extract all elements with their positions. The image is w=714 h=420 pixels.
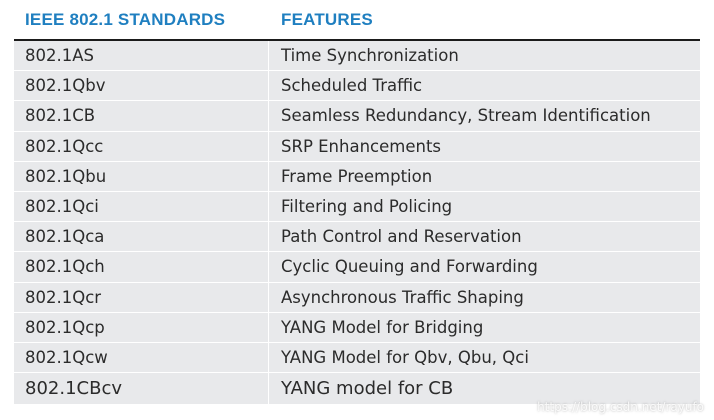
standard-cell: 802.1Qci xyxy=(14,191,269,222)
standard-cell: 802.1CBcv xyxy=(14,373,269,405)
standard-cell: 802.1CB xyxy=(14,101,269,131)
standard-cell: 802.1AS xyxy=(14,41,269,71)
feature-cell: Filtering and Policing xyxy=(281,197,453,217)
table-row: 802.1CB Seamless Redundancy, Stream Iden… xyxy=(14,101,700,132)
standard-cell: 802.1Qbu xyxy=(14,161,269,191)
standard-cell: 802.1Qch xyxy=(14,252,269,282)
feature-cell: Path Control and Reservation xyxy=(281,227,522,247)
watermark-text: https://blog.csdn.net/rayufo xyxy=(537,400,704,414)
feature-cell: Seamless Redundancy, Stream Identificati… xyxy=(281,106,651,126)
feature-cell: SRP Enhancements xyxy=(281,136,442,156)
standard-cell: 802.1Qcr xyxy=(14,282,269,312)
standards-table: IEEE 802.1 STANDARDS FEATURES 802.1AS Ti… xyxy=(14,0,700,406)
table-row: 802.1Qcr Asynchronous Traffic Shaping xyxy=(14,282,700,313)
table-row: 802.1AS Time Synchronization xyxy=(14,41,700,72)
feature-cell: Scheduled Traffic xyxy=(281,76,423,96)
table-row: 802.1Qbv Scheduled Traffic xyxy=(14,71,700,102)
table-row: 802.1CBcv YANG model for CB xyxy=(14,373,700,406)
table-header: IEEE 802.1 STANDARDS FEATURES xyxy=(14,0,700,41)
feature-cell: YANG model for CB xyxy=(281,378,454,400)
header-features: FEATURES xyxy=(281,9,373,29)
header-standards: IEEE 802.1 STANDARDS xyxy=(25,9,226,29)
table-row: 802.1Qci Filtering and Policing xyxy=(14,191,700,223)
table-row: 802.1Qch Cyclic Queuing and Forwarding xyxy=(14,252,700,283)
standard-cell: 802.1Qcw xyxy=(14,342,269,373)
standard-cell: 802.1Qcc xyxy=(14,131,269,161)
table-row: 802.1Qcc SRP Enhancements xyxy=(14,131,700,162)
feature-cell: Asynchronous Traffic Shaping xyxy=(281,287,524,307)
feature-cell: Time Synchronization xyxy=(281,46,459,66)
table-row: 802.1Qcp YANG Model for Bridging xyxy=(14,312,700,343)
standard-cell: 802.1Qbv xyxy=(14,71,269,101)
feature-cell: YANG Model for Bridging xyxy=(281,317,484,337)
feature-cell: Cyclic Queuing and Forwarding xyxy=(281,257,538,277)
table-row: 802.1Qcw YANG Model for Qbv, Qbu, Qci xyxy=(14,342,700,374)
table-row: 802.1Qbu Frame Preemption xyxy=(14,161,700,192)
feature-cell: Frame Preemption xyxy=(281,166,433,186)
standard-cell: 802.1Qca xyxy=(14,222,269,252)
table-row: 802.1Qca Path Control and Reservation xyxy=(14,222,700,253)
feature-cell: YANG Model for Qbv, Qbu, Qci xyxy=(281,347,529,367)
standard-cell: 802.1Qcp xyxy=(14,312,269,342)
